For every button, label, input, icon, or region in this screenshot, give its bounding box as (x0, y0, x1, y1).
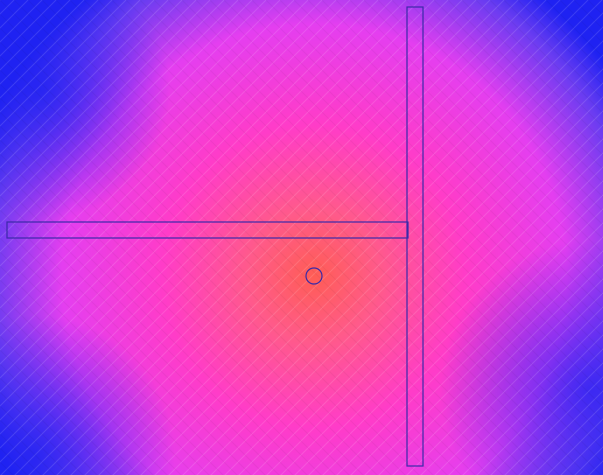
geometry-outlines (6, 6, 424, 467)
source-circle-outline (305, 267, 323, 285)
vertical-bar-outline (406, 6, 424, 467)
horizontal-bar-outline (6, 221, 409, 239)
